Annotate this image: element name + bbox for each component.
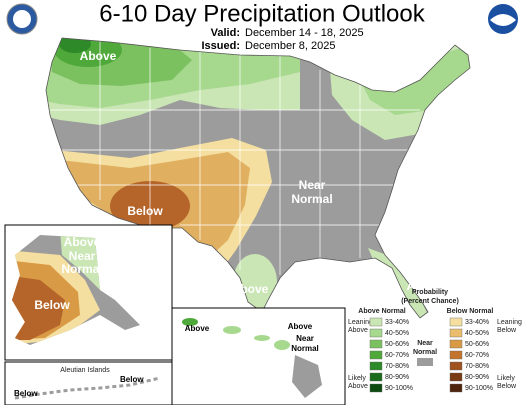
molokai (254, 335, 270, 341)
legend-below-title: Below Normal (447, 308, 494, 315)
legend-item-label: 90-100% (465, 385, 493, 392)
aleutian-islands (14, 376, 161, 400)
legend-swatch (449, 328, 463, 338)
legend-near-swatch (417, 358, 433, 366)
legend-swatch (449, 317, 463, 327)
legend-title: (Percent Chance) (401, 298, 459, 305)
legend-title: Probability (412, 289, 448, 296)
aleutian-title: Aleutian Islands (60, 367, 110, 374)
legend-item-label: 33-40% (385, 319, 409, 326)
legend-swatch (449, 350, 463, 360)
state-lines (50, 40, 420, 275)
legend-swatch (449, 361, 463, 371)
alaska-label: Near (69, 249, 96, 263)
legend-item-label: 40-50% (385, 330, 409, 337)
legend-likely-below: Below (497, 383, 517, 390)
legend-swatch (369, 350, 383, 360)
legend-item-label: 90-100% (385, 385, 413, 392)
valid-label: Valid: (211, 27, 240, 39)
hawaii-label: Near (296, 334, 314, 343)
hawaii-label: Above (185, 324, 210, 333)
legend-likely-above: Likely (348, 375, 366, 382)
title: 6-10 Day Precipitation Outlook (99, 0, 426, 27)
legend-item-label: 40-50% (465, 330, 489, 337)
legend-likely-above: Above (348, 383, 368, 390)
legend-leaning-above: Leaning (348, 319, 373, 326)
legend-swatch (369, 339, 383, 349)
legend-item-label: 33-40% (465, 319, 489, 326)
legend-swatch (449, 372, 463, 382)
legend: Probability (Percent Chance) Above Norma… (348, 289, 522, 393)
kauai (182, 318, 198, 326)
label-center: Normal (291, 192, 332, 206)
legend-swatch (369, 317, 383, 327)
legend-near: Normal (413, 349, 437, 356)
hawaii-inset (171, 307, 346, 405)
doc-logo-inner (13, 10, 31, 28)
alaska-label: Normal (61, 262, 102, 276)
alaska-above (60, 235, 100, 290)
aleutian-inset (4, 361, 173, 405)
big-island (292, 355, 322, 398)
legend-swatch (449, 383, 463, 393)
legend-leaning-above: Above (348, 327, 368, 334)
legend-item-label: 70-80% (385, 363, 409, 370)
noaa-logos (6, 3, 518, 35)
legend-item-label: 50-60% (385, 341, 409, 348)
legend-item-label: 50-60% (465, 341, 489, 348)
aleutian-label: Below (14, 389, 38, 398)
legend-item-label: 70-80% (465, 363, 489, 370)
label-southwest: Below (127, 204, 163, 218)
label-center: Near (299, 178, 326, 192)
label-northwest: Above (80, 49, 117, 63)
legend-leaning-below: Leaning (497, 319, 522, 326)
alaska-label: Below (34, 298, 70, 312)
label-south-texas: Above (232, 282, 269, 296)
alaska-label: Above (64, 235, 101, 249)
issued-date: December 8, 2025 (245, 40, 336, 52)
legend-swatch (369, 372, 383, 382)
legend-likely-below: Likely (497, 375, 515, 382)
legend-swatch (369, 361, 383, 371)
noaa-logo-inner (490, 14, 516, 26)
legend-swatch (449, 339, 463, 349)
label-florida: Above (407, 279, 444, 293)
hawaii-label: Normal (291, 344, 319, 353)
legend-swatch (369, 383, 383, 393)
legend-item-label: 80-90% (385, 374, 409, 381)
maui (274, 340, 290, 350)
legend-swatch (369, 328, 383, 338)
aleutian-label: Below (120, 375, 144, 384)
hawaii-map (182, 318, 322, 398)
issued-label: Issued: (201, 40, 240, 52)
hawaii-label: Above (288, 322, 313, 331)
legend-near: Near (417, 340, 433, 347)
legend-above-title: Above Normal (358, 308, 406, 315)
legend-item-label: 60-70% (385, 352, 409, 359)
legend-item-label: 60-70% (465, 352, 489, 359)
legend-item-label: 80-90% (465, 374, 489, 381)
valid-dates: December 14 - 18, 2025 (245, 27, 364, 39)
legend-leaning-below: Below (497, 327, 517, 334)
oahu (223, 326, 241, 334)
